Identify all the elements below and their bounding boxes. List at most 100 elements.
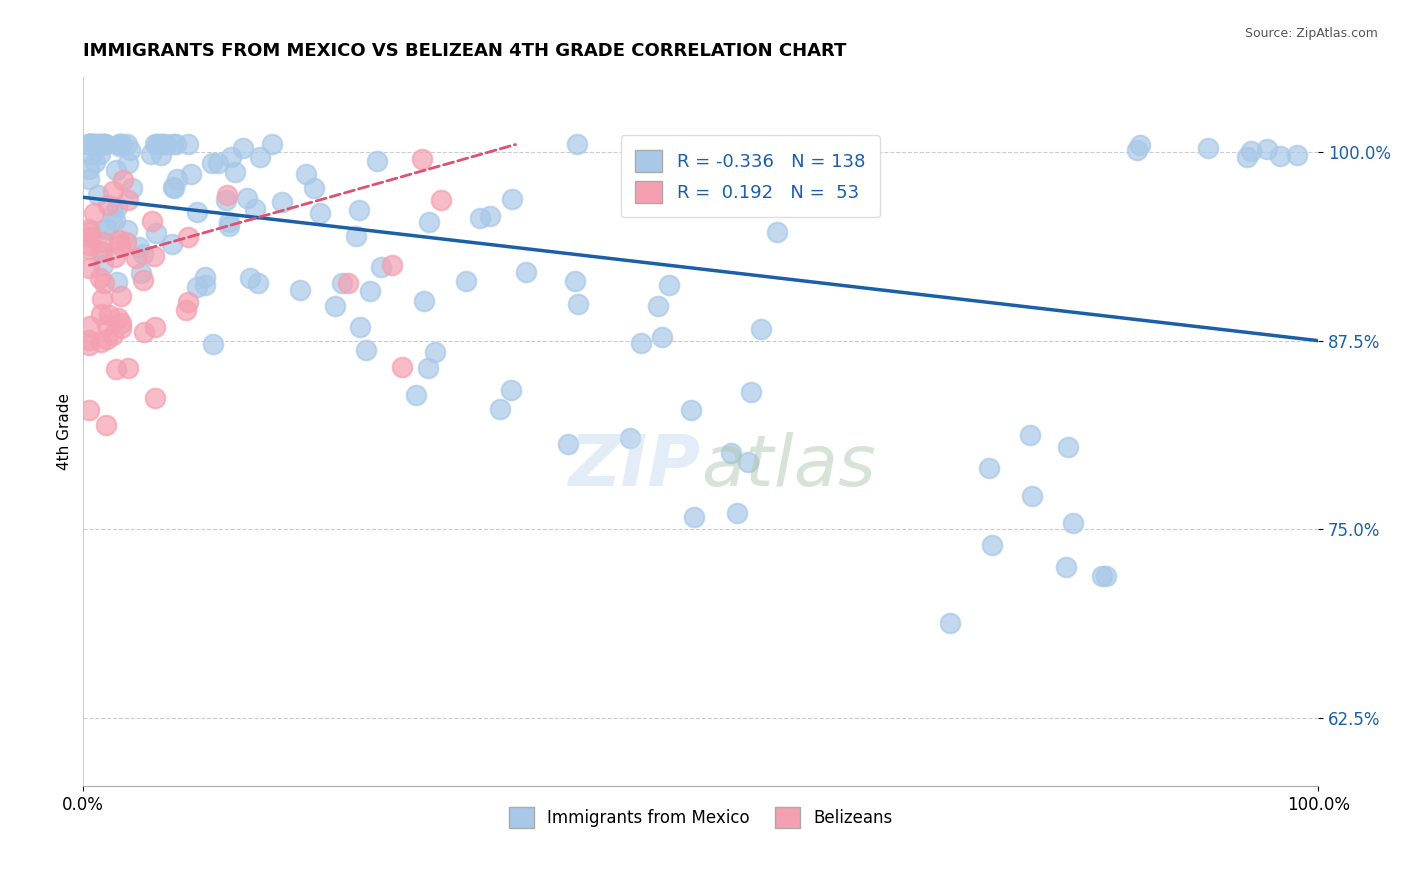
Point bbox=[174, 303, 197, 318]
Point bbox=[89, 271, 111, 285]
Point bbox=[180, 167, 202, 181]
Point bbox=[239, 271, 262, 285]
Point bbox=[679, 403, 702, 417]
Point bbox=[107, 275, 129, 289]
Point bbox=[104, 250, 127, 264]
Point bbox=[370, 260, 392, 274]
Point bbox=[117, 361, 139, 376]
Point bbox=[176, 230, 198, 244]
Point bbox=[94, 417, 117, 432]
Point bbox=[79, 161, 101, 176]
Point bbox=[977, 460, 1000, 475]
Point bbox=[359, 284, 381, 298]
Point bbox=[97, 197, 120, 211]
Point bbox=[425, 344, 447, 359]
Point bbox=[104, 162, 127, 177]
Point bbox=[218, 219, 240, 233]
Point bbox=[146, 137, 169, 152]
Point bbox=[79, 137, 101, 152]
Point bbox=[202, 337, 225, 351]
Point bbox=[129, 266, 152, 280]
Point bbox=[87, 137, 110, 152]
Point bbox=[90, 307, 112, 321]
Point bbox=[557, 437, 579, 451]
Point bbox=[84, 155, 107, 169]
Point bbox=[101, 184, 124, 198]
Point bbox=[94, 137, 117, 152]
Point bbox=[89, 137, 111, 152]
Point bbox=[567, 297, 589, 311]
Point bbox=[981, 538, 1004, 552]
Point bbox=[232, 141, 254, 155]
Point bbox=[79, 137, 101, 152]
Point bbox=[128, 240, 150, 254]
Point bbox=[347, 202, 370, 217]
Point bbox=[651, 330, 673, 344]
Point bbox=[260, 137, 283, 152]
Point bbox=[186, 204, 208, 219]
Point bbox=[215, 193, 238, 207]
Point bbox=[751, 321, 773, 335]
Point bbox=[1091, 568, 1114, 582]
Point bbox=[309, 206, 332, 220]
Point bbox=[454, 274, 477, 288]
Point bbox=[218, 215, 240, 229]
Point bbox=[91, 292, 114, 306]
Point bbox=[103, 328, 125, 343]
Point bbox=[117, 156, 139, 170]
Point bbox=[186, 280, 208, 294]
Point bbox=[177, 295, 200, 310]
Point bbox=[349, 320, 371, 334]
Point bbox=[80, 137, 103, 152]
Point bbox=[1240, 145, 1263, 159]
Point bbox=[94, 137, 117, 152]
Text: atlas: atlas bbox=[700, 432, 876, 501]
Point bbox=[90, 334, 112, 349]
Point bbox=[110, 316, 132, 330]
Point bbox=[166, 171, 188, 186]
Point bbox=[162, 137, 184, 152]
Point bbox=[80, 146, 103, 161]
Point bbox=[98, 308, 121, 322]
Point bbox=[418, 215, 440, 229]
Point bbox=[96, 318, 118, 332]
Point bbox=[1054, 560, 1077, 574]
Point bbox=[323, 299, 346, 313]
Point bbox=[939, 615, 962, 630]
Point bbox=[246, 276, 269, 290]
Point bbox=[337, 277, 360, 291]
Point bbox=[79, 222, 101, 236]
Point bbox=[155, 137, 177, 152]
Point bbox=[165, 137, 187, 152]
Point bbox=[117, 193, 139, 207]
Text: Source: ZipAtlas.com: Source: ZipAtlas.com bbox=[1244, 27, 1378, 40]
Point bbox=[647, 299, 669, 313]
Point bbox=[567, 137, 589, 152]
Point bbox=[489, 401, 512, 416]
Point bbox=[304, 180, 326, 194]
Point bbox=[215, 187, 238, 202]
Point bbox=[79, 333, 101, 347]
Point bbox=[91, 137, 114, 152]
Point bbox=[725, 506, 748, 520]
Point bbox=[1236, 150, 1258, 164]
Point bbox=[121, 181, 143, 195]
Point bbox=[515, 265, 537, 279]
Point bbox=[143, 137, 166, 152]
Point bbox=[193, 270, 215, 285]
Point bbox=[118, 143, 141, 157]
Point bbox=[96, 332, 118, 346]
Point bbox=[381, 258, 404, 272]
Point bbox=[141, 213, 163, 227]
Point bbox=[79, 171, 101, 186]
Point bbox=[90, 244, 112, 259]
Point bbox=[83, 206, 105, 220]
Point bbox=[143, 391, 166, 405]
Point bbox=[1268, 149, 1291, 163]
Point bbox=[1062, 516, 1084, 531]
Point bbox=[630, 336, 652, 351]
Point bbox=[108, 237, 131, 252]
Point bbox=[79, 137, 101, 152]
Point bbox=[112, 173, 135, 187]
Point bbox=[115, 222, 138, 236]
